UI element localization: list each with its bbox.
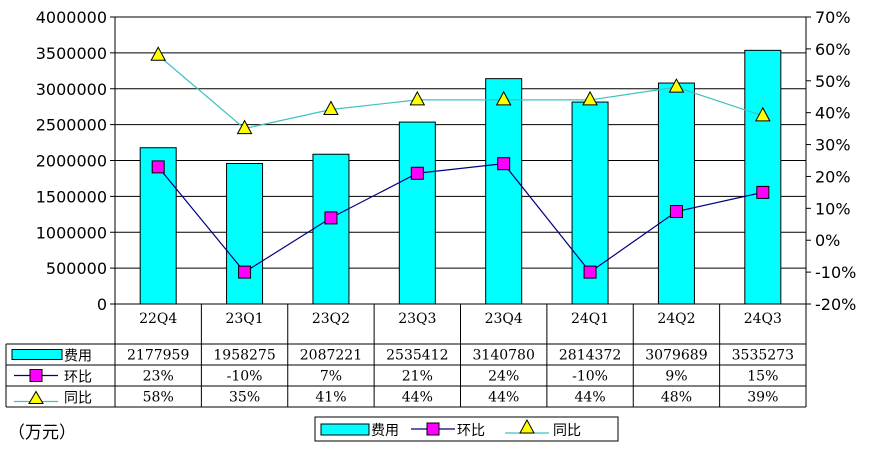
- data-label: 44%: [575, 390, 606, 406]
- data-label: 23%: [143, 369, 174, 385]
- data-label: 44%: [402, 390, 433, 406]
- data-label: 24%: [488, 369, 519, 385]
- unit-label: （万元）: [8, 423, 76, 443]
- ring-marker-23Q2: [324, 211, 338, 225]
- data-label: -10%: [572, 369, 608, 385]
- x-tick-label: 24Q2: [657, 311, 695, 327]
- ring-marker-22Q4: [151, 160, 165, 174]
- legend-key-yoy-marker: [519, 418, 535, 434]
- ring-marker-24Q1: [583, 265, 597, 279]
- y-right-tick-label: 20%: [815, 167, 851, 186]
- data-label: 2177959: [127, 348, 189, 364]
- legend-label: 环比: [457, 423, 485, 439]
- y-left-tick-label: 2000000: [36, 152, 107, 171]
- y-left-tick-label: 3000000: [36, 80, 107, 99]
- bar-23Q2: [312, 153, 350, 305]
- yoy-marker-24Q1: [582, 90, 598, 106]
- legend-label: 费用: [371, 423, 399, 439]
- yoy-marker-23Q3: [409, 90, 426, 106]
- table-key-yoy-marker: [28, 390, 44, 404]
- table-row-name: 同比: [64, 391, 92, 407]
- ring-marker-23Q3: [410, 166, 424, 180]
- data-label: 3140780: [473, 348, 535, 364]
- y-left-tick-label: 4000000: [36, 8, 107, 27]
- yoy-marker-23Q2: [323, 100, 339, 115]
- data-label: 21%: [402, 369, 433, 385]
- ring-marker-24Q3: [756, 185, 770, 199]
- data-label: 3079689: [645, 348, 707, 364]
- y-right-tick-label: 50%: [815, 72, 851, 91]
- data-label: 2814372: [559, 348, 621, 364]
- x-tick-label: 23Q1: [225, 311, 263, 327]
- data-label: 58%: [143, 390, 174, 406]
- y-right-tick-label: 30%: [815, 136, 851, 155]
- bar-22Q4: [139, 147, 177, 305]
- ring-marker-23Q4: [497, 157, 511, 171]
- table-row-name: 费用: [64, 349, 92, 365]
- ring-line: [157, 163, 763, 273]
- data-label: 2535412: [386, 348, 448, 364]
- data-label: 35%: [229, 390, 260, 406]
- y-left-tick-label: 1500000: [36, 187, 107, 206]
- data-label: 9%: [665, 369, 687, 385]
- ring-marker-23Q1: [238, 265, 252, 279]
- yoy-marker-23Q1: [236, 119, 253, 135]
- data-label: -10%: [227, 369, 263, 385]
- yoy-marker-24Q2: [668, 78, 685, 93]
- bar-23Q4: [485, 78, 523, 305]
- y-right-tick-label: 70%: [815, 8, 851, 27]
- yoy-line: [157, 54, 764, 130]
- y-right-tick-label: -10%: [815, 263, 856, 282]
- legend-key-bar: [320, 423, 370, 436]
- data-label: 7%: [320, 369, 342, 385]
- bar-24Q3: [744, 49, 782, 305]
- x-tick-label: 22Q4: [139, 311, 177, 327]
- y-left-tick-label: 1000000: [36, 223, 107, 242]
- yoy-marker-23Q4: [495, 90, 512, 106]
- y-left-tick-label: 3500000: [36, 44, 107, 63]
- legend-label: 同比: [553, 423, 581, 439]
- data-label: 41%: [315, 390, 346, 406]
- bar-23Q1: [226, 162, 264, 305]
- yoy-marker-22Q4: [150, 46, 167, 61]
- legend-key-ring-marker: [426, 422, 440, 436]
- y-right-tick-label: 10%: [815, 199, 851, 218]
- y-right-tick-label: 60%: [815, 40, 851, 59]
- bar-23Q3: [398, 121, 436, 305]
- x-tick-label: 24Q1: [571, 311, 609, 327]
- x-tick-label: 24Q3: [744, 311, 782, 327]
- data-label: 44%: [488, 390, 519, 406]
- y-right-tick-label: 0%: [815, 231, 840, 250]
- x-tick-label: 23Q4: [485, 311, 523, 327]
- data-label: 3535273: [732, 348, 794, 364]
- table-key-ring-marker: [29, 369, 43, 382]
- y-right-tick-label: 40%: [815, 104, 851, 123]
- data-label: 2087221: [300, 348, 362, 364]
- ring-marker-24Q2: [669, 205, 683, 219]
- y-left-tick-label: 500000: [46, 259, 107, 278]
- yoy-marker-24Q3: [754, 106, 771, 122]
- bar-24Q2: [657, 82, 695, 305]
- table-row-name: 环比: [64, 370, 92, 386]
- y-left-tick-label: 0: [97, 295, 107, 314]
- x-tick-label: 23Q2: [312, 311, 350, 327]
- data-label: 15%: [747, 369, 778, 385]
- data-label: 39%: [747, 390, 778, 406]
- data-label: 48%: [661, 390, 692, 406]
- data-label: 1958275: [213, 348, 275, 364]
- y-left-tick-label: 2500000: [36, 116, 107, 135]
- y-right-tick-label: -20%: [815, 295, 856, 314]
- x-tick-label: 23Q3: [398, 311, 436, 327]
- table-key-bar: [11, 349, 63, 360]
